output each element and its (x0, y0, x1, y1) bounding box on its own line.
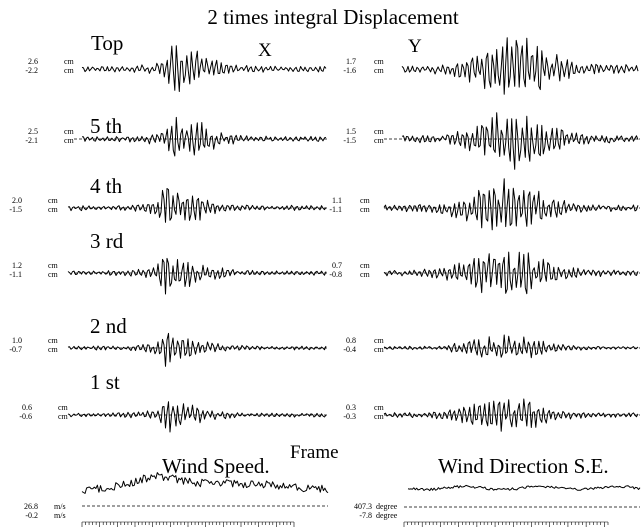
y-trace (383, 334, 639, 359)
frame-label: Frame (290, 442, 339, 463)
x-unit: cm (48, 205, 59, 214)
row-label: 1 st (90, 370, 120, 394)
x-max-value: 2.6 (28, 57, 38, 66)
y-trace (401, 37, 639, 95)
y-min-value: -1.5 (343, 136, 356, 145)
x-unit: cm (64, 66, 75, 75)
y-unit: cm (374, 403, 385, 412)
y-min-value: -1.6 (343, 66, 356, 75)
x-trace (67, 188, 327, 223)
y-min-value: -0.3 (343, 412, 356, 421)
x-panel-label: X (258, 40, 272, 61)
wind-speed-unit: m/s (54, 502, 66, 511)
wind-speed-min: -0.2 (25, 511, 38, 520)
x-unit: cm (48, 336, 59, 345)
x-min-value: -1.5 (9, 205, 22, 214)
row-label: 3 rd (90, 229, 124, 253)
x-unit: cm (48, 270, 59, 279)
y-trace (383, 398, 639, 432)
y-min-value: -0.4 (343, 345, 356, 354)
y-unit: cm (374, 336, 385, 345)
wind-direction-unit: degree (376, 511, 398, 520)
y-unit: cm (360, 196, 371, 205)
x-max-value: 1.2 (12, 261, 22, 270)
wind-speed-trace (81, 472, 329, 494)
x-unit: cm (64, 127, 75, 136)
wind-speed-label: Wind Speed. (162, 454, 270, 478)
x-trace (81, 45, 327, 92)
row-label: 5 th (90, 114, 123, 138)
wind-speed-row: Wind Speed. 26.8-0.2 m/sm/s (24, 454, 329, 527)
wind-direction-trace (407, 484, 641, 492)
row-label: Top (91, 31, 123, 55)
y-max-value: 1.1 (332, 196, 342, 205)
x-unit: cm (58, 412, 69, 421)
wind-speed-unit: m/s (54, 511, 66, 520)
x-trace (67, 257, 327, 295)
y-min-value: -1.1 (329, 205, 342, 214)
y-unit: cm (374, 66, 385, 75)
row-label: 4 th (90, 174, 123, 198)
x-unit: cm (58, 403, 69, 412)
y-unit: cm (360, 270, 371, 279)
x-min-value: -0.7 (9, 345, 22, 354)
y-panel-label: Y (408, 36, 422, 57)
x-unit: cm (48, 345, 59, 354)
y-trace (383, 251, 639, 295)
y-unit: cm (360, 205, 371, 214)
wind-direction-label: Wind Direction S.E. (438, 454, 609, 478)
y-unit: cm (374, 345, 385, 354)
x-trace (67, 401, 327, 433)
wind-rows: Wind Speed. 26.8-0.2 m/sm/s Wind Direction … (24, 454, 641, 527)
x-unit: cm (64, 57, 75, 66)
x-unit: cm (64, 136, 75, 145)
wind-direction-min: -7.8 (359, 511, 372, 520)
wind-direction-unit: degree (376, 502, 398, 511)
y-min-value: -0.8 (329, 270, 342, 279)
y-unit: cm (374, 136, 385, 145)
x-unit: cm (48, 261, 59, 270)
chart-title: 2 times integral Displacement (207, 5, 459, 29)
y-max-value: 0.3 (346, 403, 356, 412)
y-unit: cm (374, 412, 385, 421)
x-max-value: 2.0 (12, 196, 22, 205)
y-trace (401, 112, 639, 170)
y-unit: cm (360, 261, 371, 270)
y-trace (383, 178, 639, 231)
wind-speed-max: 26.8 (24, 502, 38, 511)
row-label: 2 nd (90, 314, 127, 338)
x-trace (81, 116, 327, 157)
x-min-value: -2.1 (25, 136, 38, 145)
y-max-value: 0.8 (346, 336, 356, 345)
y-max-value: 1.7 (346, 57, 356, 66)
x-trace (67, 332, 327, 367)
y-max-value: 1.5 (346, 127, 356, 136)
x-max-value: 2.5 (28, 127, 38, 136)
x-max-value: 0.6 (22, 403, 32, 412)
x-min-value: -1.1 (9, 270, 22, 279)
y-max-value: 0.7 (332, 261, 342, 270)
x-unit: cm (48, 196, 59, 205)
x-max-value: 1.0 (12, 336, 22, 345)
x-min-value: -2.2 (25, 66, 38, 75)
x-min-value: -0.6 (19, 412, 32, 421)
wind-direction-max: 407.3 (354, 502, 372, 511)
y-unit: cm (374, 57, 385, 66)
y-unit: cm (374, 127, 385, 136)
